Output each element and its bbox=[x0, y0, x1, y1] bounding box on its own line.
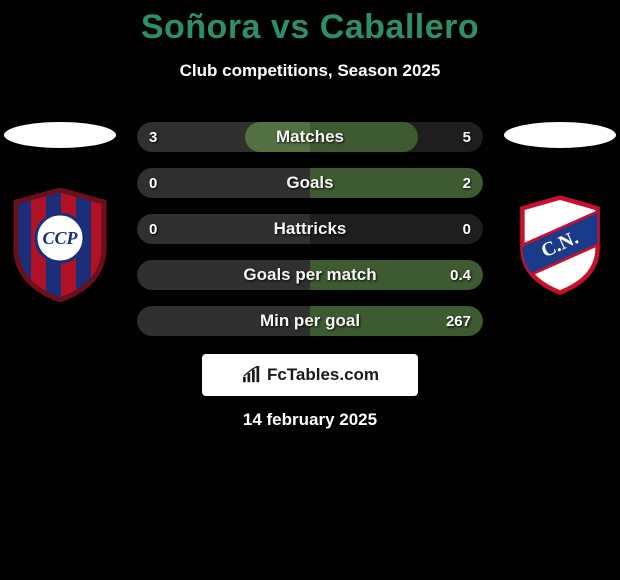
comparison-date: 14 february 2025 bbox=[0, 410, 620, 430]
player-right-placeholder bbox=[504, 122, 616, 148]
player-left-name: Soñora bbox=[141, 8, 261, 46]
player-right-name: Caballero bbox=[320, 8, 479, 46]
competition-subtitle: Club competitions, Season 2025 bbox=[0, 61, 620, 81]
player-left-placeholder bbox=[4, 122, 116, 148]
svg-text:CCP: CCP bbox=[42, 228, 78, 248]
club-crest-left: CCP bbox=[10, 188, 110, 302]
stat-row: Matches35 bbox=[137, 122, 483, 152]
stat-row: Goals02 bbox=[137, 168, 483, 198]
stat-bars: Matches35 Goals02 Hattricks00 Goals per mat… bbox=[137, 122, 483, 352]
source-name: FcTables.com bbox=[267, 365, 379, 385]
stat-row: Min per goal267 bbox=[137, 306, 483, 336]
vs-label: vs bbox=[271, 8, 310, 46]
page-title: Soñora vs Caballero bbox=[0, 0, 620, 47]
source-attribution: FcTables.com bbox=[202, 354, 418, 396]
player-right-column: C.N. bbox=[500, 122, 620, 296]
stat-row: Goals per match0.4 bbox=[137, 260, 483, 290]
player-left-column: CCP bbox=[0, 122, 120, 302]
comparison-card: Soñora vs Caballero Club competitions, S… bbox=[0, 0, 620, 580]
stat-row: Hattricks00 bbox=[137, 214, 483, 244]
club-crest-right: C.N. bbox=[515, 194, 605, 296]
bar-chart-icon bbox=[241, 366, 263, 384]
